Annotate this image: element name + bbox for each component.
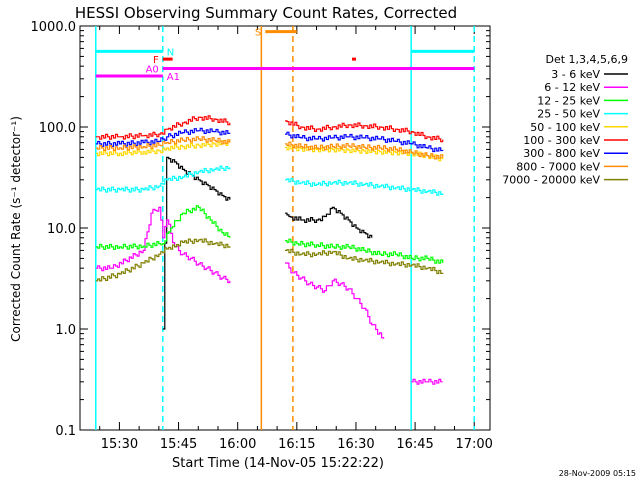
x-tick-label: 16:15 [278, 437, 315, 452]
y-tick-label: 1.0 [55, 323, 76, 338]
legend-entry-label: 50 - 100 keV [530, 121, 600, 134]
x-tick-label: 16:45 [396, 437, 433, 452]
flag-label-a0: A0 [146, 64, 159, 75]
legend-entry-label: 800 - 7000 keV [516, 160, 600, 173]
legend-title: Det 1,3,4,5,6,9 [545, 53, 628, 66]
series-line-2 [95, 205, 444, 264]
legend-entry-label: 100 - 300 keV [523, 134, 600, 147]
series-line-5 [95, 115, 444, 143]
flag-label-f: F [153, 55, 159, 66]
series-line-7 [95, 136, 444, 160]
series-line-3 [95, 165, 444, 196]
legend-entry-label: 7000 - 20000 keV [502, 174, 600, 187]
x-tick-label: 16:00 [219, 437, 256, 452]
y-tick-label: 100.0 [39, 121, 76, 136]
x-tick-label: 16:30 [337, 437, 374, 452]
chart-title: HESSI Observing Summary Count Rates, Cor… [75, 4, 457, 22]
x-axis-label: Start Time (14-Nov-05 15:22:22) [172, 456, 384, 471]
legend-entry-label: 25 - 50 keV [537, 108, 600, 121]
y-tick-label: 10.0 [47, 222, 76, 237]
x-tick-label: 17:00 [455, 437, 492, 452]
series-line-1 [95, 206, 443, 385]
legend-entry-label: 12 - 25 keV [537, 94, 600, 107]
y-axis-label: Corrected Count Rate (s⁻¹ detector⁻¹) [9, 116, 23, 342]
legend-entry-label: 300 - 800 keV [523, 147, 600, 160]
y-tick-label: 1000.0 [31, 20, 77, 35]
flag-label-a1: A1 [167, 72, 180, 83]
timestamp: 28-Nov-2009 05:15 [559, 469, 636, 478]
legend-entry-label: 6 - 12 keV [544, 81, 600, 94]
legend-entry-label: 3 - 6 keV [551, 68, 600, 81]
series-line-8 [95, 238, 444, 282]
series-line-0 [162, 156, 373, 330]
series-line-6 [95, 127, 444, 153]
x-tick-label: 15:30 [101, 437, 138, 452]
plot-frame [79, 25, 491, 431]
y-tick-label: 0.1 [55, 424, 76, 439]
flag-label-s: S [255, 28, 261, 39]
x-tick-label: 15:45 [160, 437, 197, 452]
flag-label-n: N [167, 47, 174, 58]
